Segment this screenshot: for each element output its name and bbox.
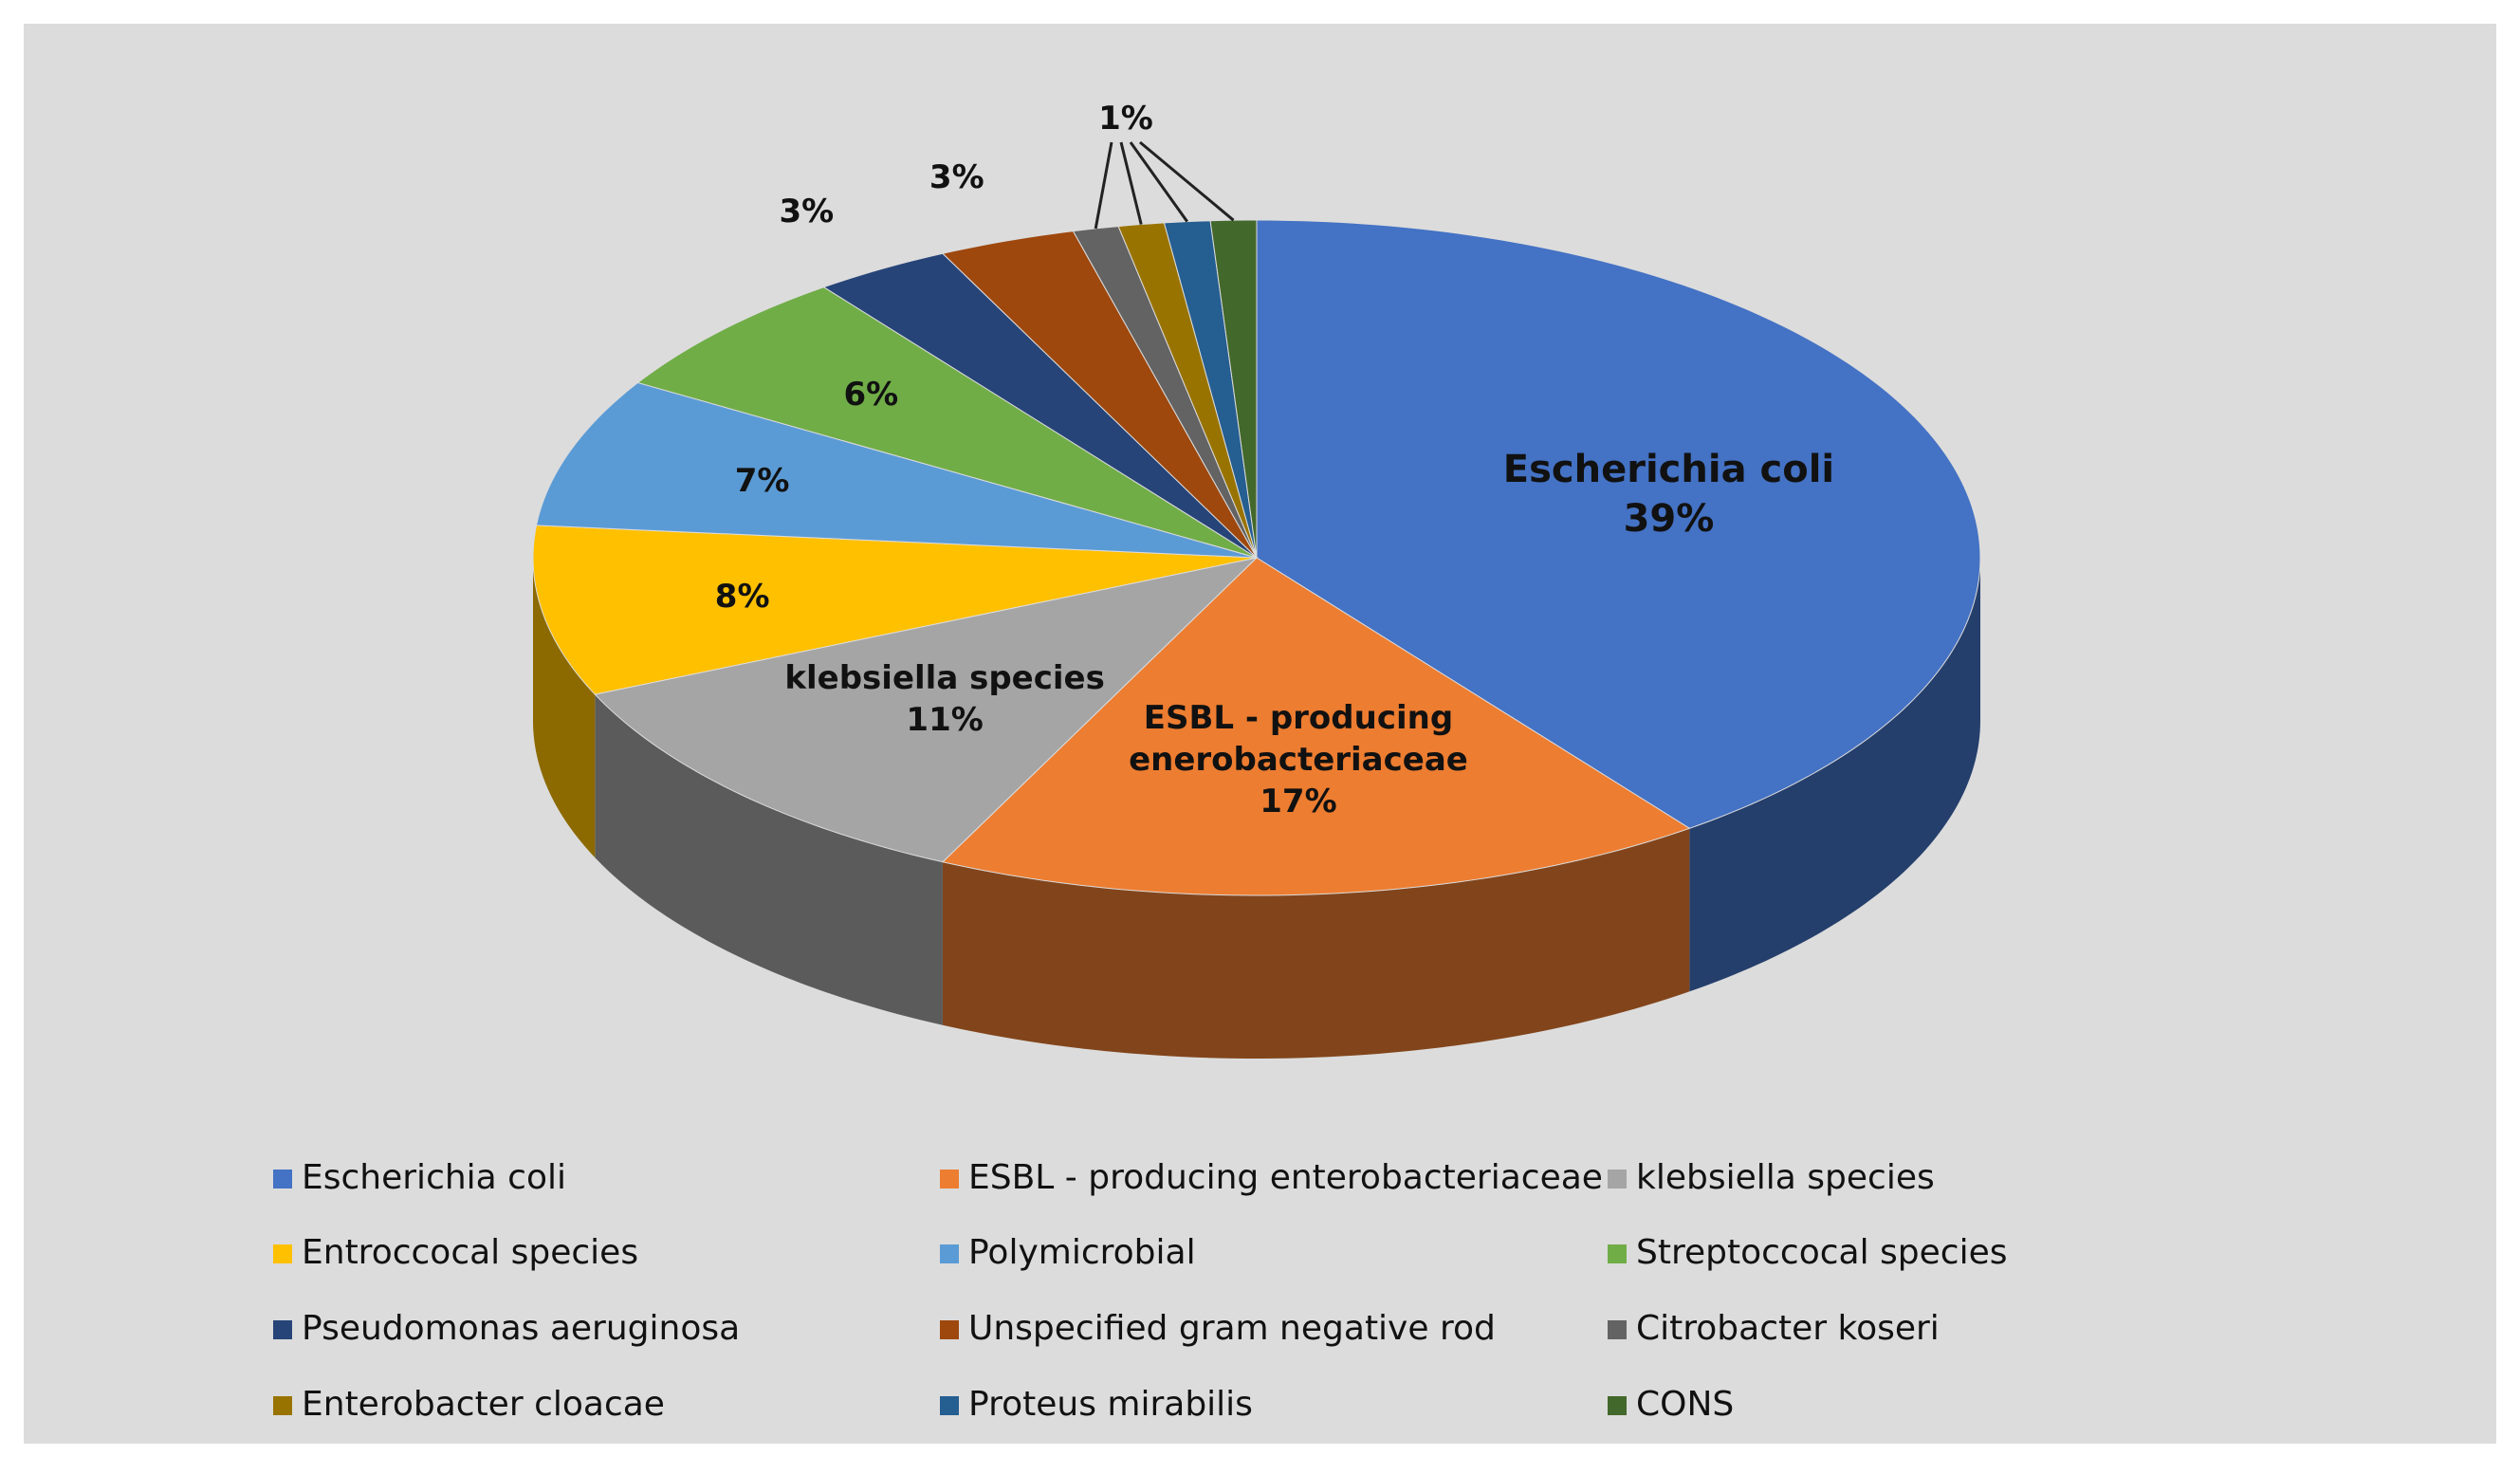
legend-swatch bbox=[940, 1170, 959, 1188]
data-label: Escherichia coli 39% bbox=[1488, 445, 1849, 544]
pie-slice bbox=[1256, 219, 1981, 829]
legend-item: ESBL - producing enterobacteriaceae bbox=[940, 1159, 1603, 1197]
legend-label: CONS bbox=[1636, 1385, 1735, 1424]
legend-swatch bbox=[940, 1320, 959, 1339]
pie-slice bbox=[822, 252, 1258, 559]
legend-item: Proteus mirabilis bbox=[940, 1386, 1253, 1424]
data-label: 1% bbox=[946, 98, 1306, 139]
legend-swatch bbox=[273, 1320, 292, 1339]
value-label: 6% bbox=[843, 375, 899, 414]
pie-slice bbox=[941, 557, 1691, 896]
legend-swatch bbox=[273, 1244, 292, 1263]
pie-slice bbox=[594, 557, 1259, 863]
value-label: 39% bbox=[1623, 496, 1715, 541]
legend-swatch bbox=[1608, 1396, 1627, 1415]
slice-side bbox=[533, 558, 596, 858]
value-label: 1% bbox=[1098, 100, 1153, 138]
legend-item: Pseudomonas aeruginosa bbox=[273, 1310, 740, 1348]
legend-label: Entroccocal species bbox=[302, 1233, 639, 1272]
legend-item: Escherichia coli bbox=[273, 1159, 566, 1197]
slice-name: ESBL - producing enerobacteriaceae bbox=[1129, 698, 1468, 779]
pie-slice bbox=[532, 525, 1258, 695]
leader-line bbox=[1094, 141, 1113, 230]
value-label: 17% bbox=[1260, 782, 1337, 820]
data-label: klebsiella species 11% bbox=[764, 657, 1125, 741]
pie-slice bbox=[535, 381, 1258, 559]
leader-line bbox=[1119, 141, 1143, 225]
slice-side bbox=[595, 694, 943, 1025]
legend-item: Enterobacter cloacae bbox=[273, 1386, 665, 1424]
slice-side bbox=[1689, 558, 1980, 992]
legend-swatch bbox=[1608, 1170, 1627, 1188]
data-label: ESBL - producing enerobacteriaceae 17% bbox=[1118, 697, 1479, 823]
legend-item: Unspecified gram negative rod bbox=[940, 1310, 1496, 1348]
legend-item: Citrobacter koseri bbox=[1608, 1310, 1940, 1348]
legend-swatch bbox=[940, 1244, 959, 1263]
pie-slice bbox=[636, 286, 1258, 559]
legend-swatch bbox=[273, 1396, 292, 1415]
legend-item: Entroccocal species bbox=[273, 1234, 638, 1272]
value-label: 8% bbox=[714, 577, 770, 616]
legend-label: Escherichia coli bbox=[302, 1158, 566, 1197]
legend-swatch bbox=[940, 1396, 959, 1415]
legend-swatch bbox=[273, 1170, 292, 1188]
legend-label: Polymicrobial bbox=[968, 1233, 1196, 1272]
legend-item: CONS bbox=[1608, 1386, 1734, 1424]
data-label: 6% bbox=[690, 374, 1051, 415]
legend-label: Citrobacter koseri bbox=[1636, 1309, 1940, 1348]
data-label: 7% bbox=[582, 460, 943, 502]
legend-item: Streptoccocal species bbox=[1608, 1234, 2007, 1272]
slice-side bbox=[942, 828, 1690, 1059]
value-label: 11% bbox=[906, 700, 984, 739]
data-label: 3% bbox=[777, 157, 1137, 198]
legend-label: Pseudomonas aeruginosa bbox=[302, 1309, 741, 1348]
leader-line bbox=[1129, 141, 1188, 223]
legend-label: Streptoccocal species bbox=[1636, 1233, 2008, 1272]
legend-label: Proteus mirabilis bbox=[968, 1385, 1253, 1424]
leader-line bbox=[1139, 140, 1235, 222]
legend-label: ESBL - producing enterobacteriaceae bbox=[968, 1158, 1603, 1197]
legend-swatch bbox=[1608, 1244, 1627, 1263]
legend-label: klebsiella species bbox=[1636, 1158, 1935, 1197]
legend-label: Unspecified gram negative rod bbox=[968, 1309, 1496, 1348]
legend-item: klebsiella species bbox=[1608, 1159, 1935, 1197]
legend-label: Enterobacter cloacae bbox=[302, 1385, 665, 1424]
legend-item: Polymicrobial bbox=[940, 1234, 1196, 1272]
value-label: 3% bbox=[929, 158, 984, 197]
pie-slice bbox=[941, 230, 1258, 559]
data-label: 8% bbox=[562, 576, 923, 617]
value-label: 7% bbox=[734, 462, 790, 501]
slice-name: klebsiella species bbox=[784, 658, 1105, 697]
slice-name: Escherichia coli bbox=[1502, 447, 1835, 491]
data-label: 3% bbox=[626, 191, 986, 232]
legend-swatch bbox=[1608, 1320, 1627, 1339]
value-label: 3% bbox=[779, 192, 835, 230]
